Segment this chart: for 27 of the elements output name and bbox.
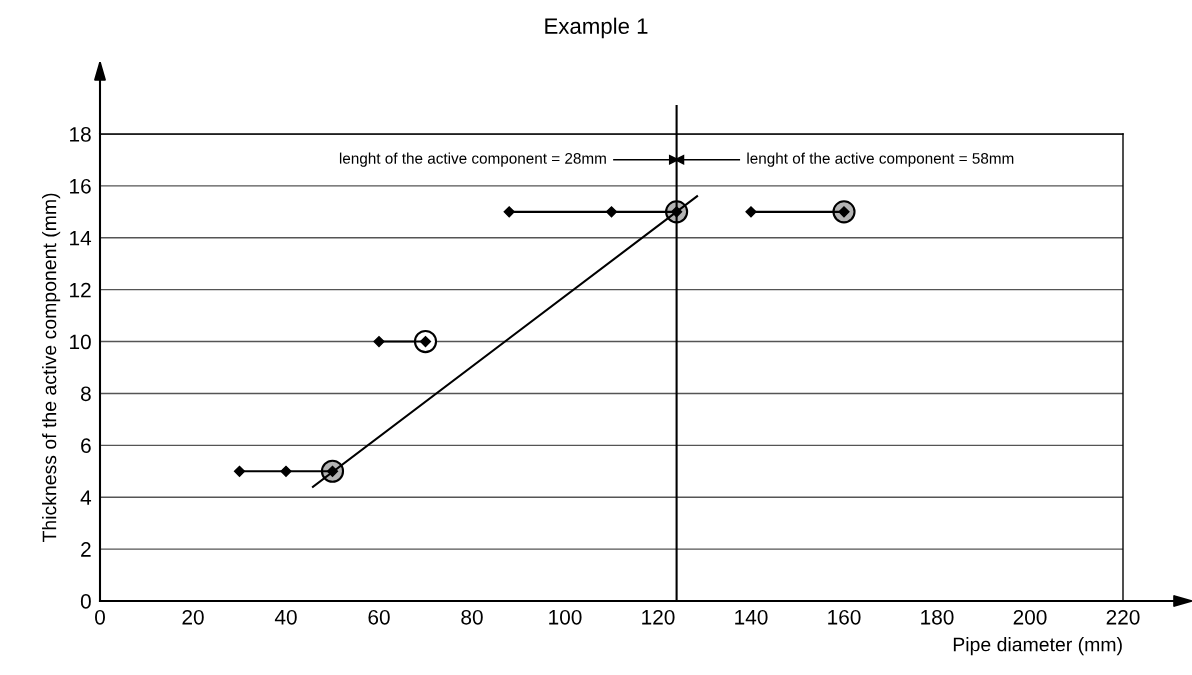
x-tick-label: 0 xyxy=(95,609,105,625)
x-tick-label: 60 xyxy=(368,609,390,625)
x-tick-label: 80 xyxy=(461,609,483,625)
x-axis-title: Pipe diameter (mm) xyxy=(953,637,1122,656)
y-tick-label: 0 xyxy=(80,594,91,609)
annotation: lenght of the active component = 28mm xyxy=(339,152,606,167)
chart-title: Example 1 xyxy=(545,17,648,39)
x-tick-label: 120 xyxy=(642,609,675,625)
y-tick-label: 14 xyxy=(70,230,92,246)
x-tick-label: 140 xyxy=(735,609,768,625)
x-tick-label: 40 xyxy=(274,609,297,625)
y-tick-label: 6 xyxy=(81,438,91,454)
y-tick-label: 16 xyxy=(70,178,91,194)
y-tick-label: 12 xyxy=(70,282,91,298)
annotation: lenght of the active component = 58mm xyxy=(747,152,1014,167)
x-tick-label: 100 xyxy=(549,609,582,625)
x-tick-label: 20 xyxy=(182,609,204,625)
y-axis-title: Thickness of the active component (mm) xyxy=(42,193,61,543)
y-tick-label: 4 xyxy=(80,490,92,505)
x-tick-label: 220 xyxy=(1106,609,1140,625)
y-tick-label: 18 xyxy=(70,127,91,142)
x-tick-label: 200 xyxy=(1013,609,1047,625)
x-tick-label: 180 xyxy=(921,609,954,625)
y-tick-label: 10 xyxy=(70,334,91,350)
y-tick-label: 8 xyxy=(80,386,91,402)
y-tick-label: 2 xyxy=(81,542,91,557)
x-tick-label: 160 xyxy=(828,609,861,625)
